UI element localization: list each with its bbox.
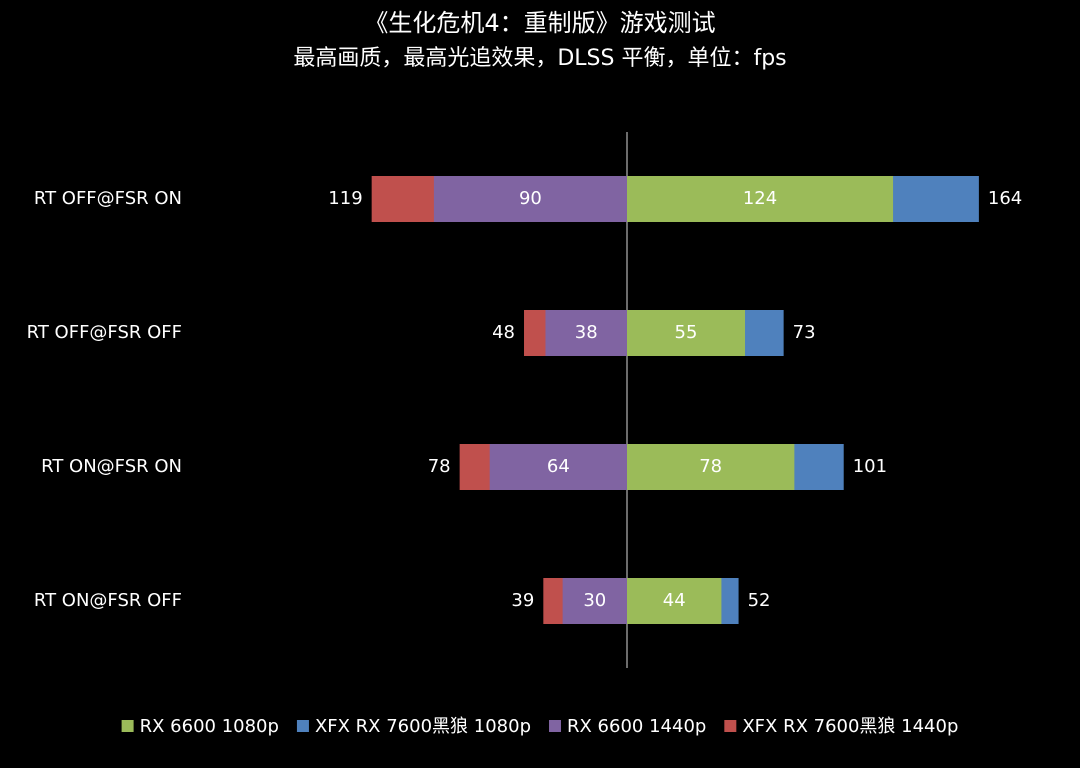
chart-title: 《生化危机4：重制版》游戏测试 [364, 9, 715, 37]
bar [489, 444, 627, 490]
category-label: RT ON@FSR ON [41, 456, 182, 477]
value-label: 30 [583, 590, 606, 611]
value-label: 73 [793, 322, 816, 343]
value-label: 124 [743, 188, 777, 209]
legend-label: RX 6600 1440p [567, 716, 706, 737]
legend-swatch [724, 720, 737, 732]
legend-label: XFX RX 7600黑狼 1440p [742, 716, 958, 737]
value-label: 55 [675, 322, 698, 343]
bar [627, 578, 722, 624]
bar [627, 176, 894, 222]
value-label: 90 [519, 188, 542, 209]
legend-swatch [121, 720, 134, 732]
legend-swatch [296, 720, 309, 732]
value-label: 38 [575, 322, 598, 343]
value-label: 48 [492, 322, 515, 343]
value-label: 164 [988, 188, 1022, 209]
value-label: 101 [853, 456, 887, 477]
bar [627, 310, 746, 356]
value-label: 119 [328, 188, 362, 209]
legend-label: RX 6600 1080p [140, 716, 279, 737]
bar [545, 310, 627, 356]
value-label: 78 [428, 456, 451, 477]
legend-swatch [549, 720, 561, 732]
category-label: RT OFF@FSR ON [34, 188, 182, 209]
value-label: 52 [748, 590, 771, 611]
legend-label: XFX RX 7600黑狼 1080p [315, 716, 531, 737]
value-label: 39 [511, 590, 534, 611]
bar [627, 444, 795, 490]
value-label: 44 [663, 590, 686, 611]
value-label: 78 [699, 456, 722, 477]
bar [433, 176, 627, 222]
bar [562, 578, 627, 624]
category-label: RT OFF@FSR OFF [27, 322, 182, 343]
value-label: 64 [547, 456, 570, 477]
chart-subtitle: 最高画质，最高光追效果，DLSS 平衡，单位：fps [293, 46, 786, 71]
category-label: RT ON@FSR OFF [34, 590, 182, 611]
